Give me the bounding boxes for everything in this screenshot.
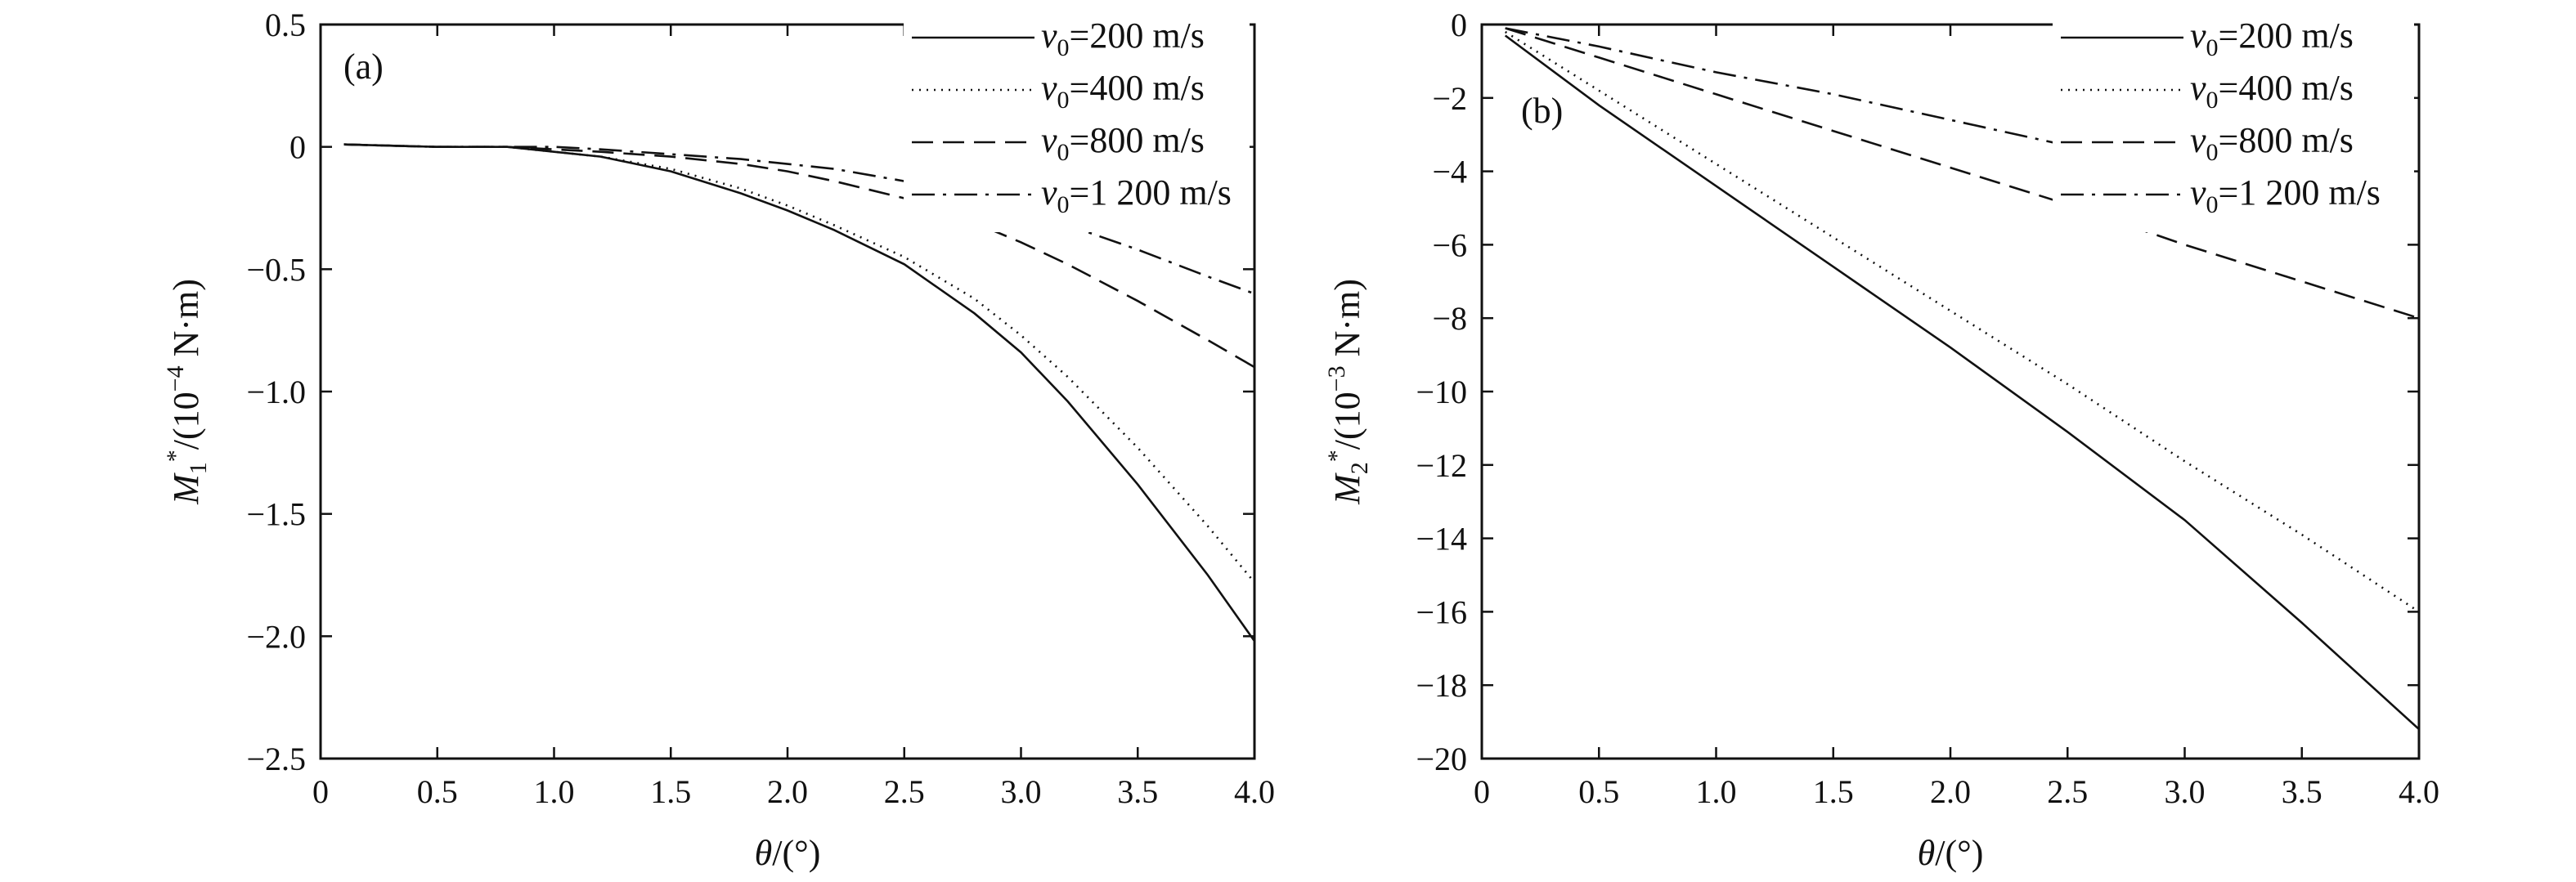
x-axis-title: θ/(°)	[1918, 833, 1984, 873]
panel-label: (a)	[343, 47, 384, 87]
panel-label: (b)	[1521, 91, 1563, 131]
y-tick-label: −1.5	[246, 496, 306, 533]
y-tick-label: −4	[1432, 154, 1467, 190]
legend-label: v0=400 m/s	[1041, 68, 1205, 114]
x-tick-label: 2.5	[2047, 773, 2088, 810]
legend-label: v0=800 m/s	[2190, 120, 2354, 166]
x-tick-label: 2.0	[767, 773, 808, 810]
legend-label: v0=800 m/s	[1041, 120, 1205, 166]
legend-background	[2053, 15, 2414, 232]
series-line-dotted	[343, 143, 1256, 584]
legend-label: v0=400 m/s	[2190, 68, 2354, 114]
y-axis-title: M1*/(10−4 N·m)	[162, 279, 212, 505]
x-tick-label: 3.5	[2282, 773, 2322, 810]
y-axis-title: M2*/(10−3 N·m)	[1323, 279, 1373, 505]
y-tick-label: −18	[1416, 667, 1467, 704]
x-tick-label: 3.0	[2165, 773, 2206, 810]
x-tick-label: 0.5	[417, 773, 458, 810]
series-line-dashdot	[343, 143, 1255, 295]
x-tick-label: 0	[1474, 773, 1490, 810]
chart-panel-b: 0 0.5 1.0 1.5 2.0 2.5 3.0 3.5 4.0 0 −2 −4 −6 −8 −10 −12…	[1323, 7, 2439, 873]
x-tick-label: 1.0	[534, 773, 575, 810]
y-tick-label: −12	[1416, 447, 1467, 484]
legend-label: v0=1 200 m/s	[2190, 172, 2381, 218]
x-tick-label: 3.5	[1117, 773, 1158, 810]
y-tick-label: −1.0	[246, 374, 306, 410]
y-tick-label: −10	[1416, 374, 1467, 410]
x-tick-label: 1.5	[650, 773, 691, 810]
y-tick-label: −8	[1432, 300, 1467, 337]
y-tick-label: −20	[1416, 741, 1467, 777]
y-tick-label: −2.5	[246, 741, 306, 777]
y-tick-label: −2	[1432, 80, 1467, 117]
x-tick-label: 1.5	[1813, 773, 1854, 810]
y-tick-label: −0.5	[246, 251, 306, 288]
legend-background	[904, 15, 1250, 232]
y-tick-label: −6	[1432, 226, 1467, 263]
x-tick-label: 2.5	[884, 773, 925, 810]
series-line-dashed	[343, 143, 1255, 369]
series-line-dashed	[1505, 27, 2420, 320]
x-tick-label: 3.0	[1001, 773, 1042, 810]
x-tick-label: 0	[312, 773, 329, 810]
x-tick-label: 0.5	[1578, 773, 1619, 810]
legend-label: v0=200 m/s	[2190, 16, 2354, 61]
x-tick-label: 4.0	[2399, 773, 2439, 810]
x-tick-label: 2.0	[1930, 773, 1971, 810]
x-tick-label: 4.0	[1234, 773, 1275, 810]
x-axis-title: θ/(°)	[755, 833, 821, 873]
series-line-solid	[1504, 34, 2420, 731]
legend-label: v0=1 200 m/s	[1041, 172, 1232, 218]
y-tick-label: −2.0	[246, 618, 306, 655]
y-tick-label: 0	[289, 129, 306, 166]
y-tick-label: 0.5	[265, 7, 306, 43]
y-tick-label: −14	[1416, 521, 1467, 557]
y-tick-label: −16	[1416, 593, 1467, 630]
x-tick-label: 1.0	[1696, 773, 1737, 810]
series-line-solid	[343, 143, 1256, 642]
chart-panel-a: 0 0.5 1.0 1.5 2.0 2.5 3.0 3.5 4.0 0.5 0 −0.5 −1.0 −1.…	[162, 7, 1275, 873]
y-tick-label: 0	[1451, 7, 1467, 43]
legend-label: v0=200 m/s	[1041, 16, 1205, 61]
